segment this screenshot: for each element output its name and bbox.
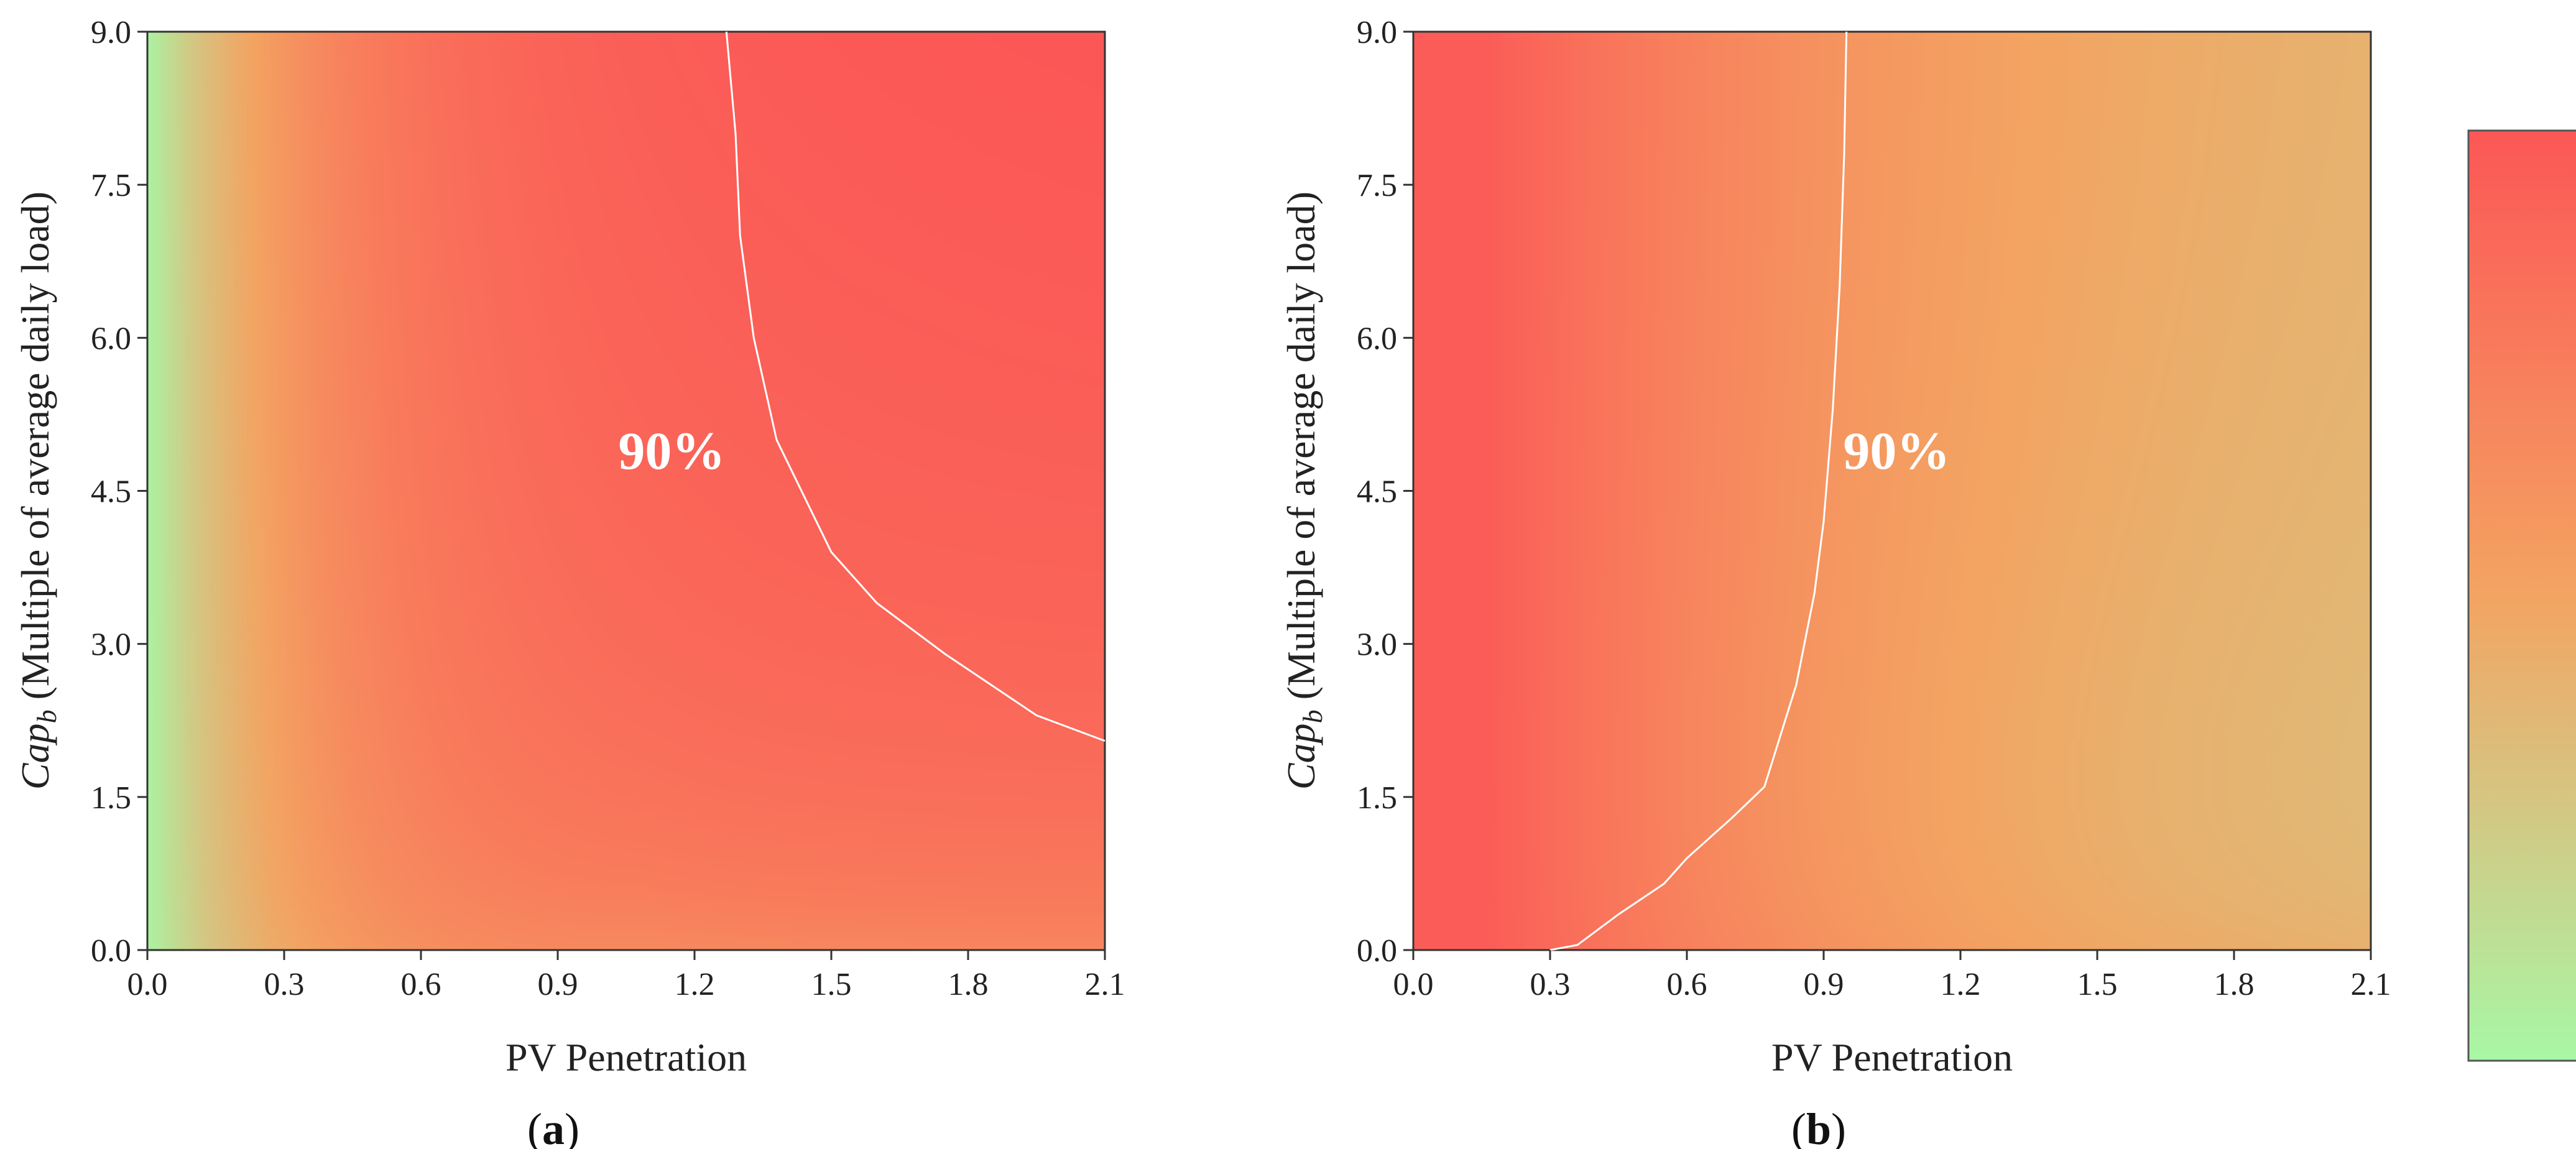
heatmap-a [147, 32, 1105, 950]
x-tick-label: 1.5 [2077, 967, 2118, 1002]
y-tick-label: 9.0 [91, 15, 131, 50]
y-axis-title-main-b: Cap [1279, 723, 1323, 790]
y-tick-label: 0.0 [91, 933, 131, 969]
x-tick-label: 1.2 [675, 967, 715, 1002]
x-tick-label: 0.9 [1804, 967, 1844, 1002]
panel-label-letter-a: a [542, 1104, 565, 1149]
heatmap-b [1413, 32, 2371, 950]
x-axis-b: 0.0 0.3 0.6 0.9 1.2 1.5 1.8 2.1 [1393, 950, 2391, 1002]
chart-panel-a: 90% 0.0 0.3 0.6 0.9 1.2 1.5 1.8 2.1 0.0 1.5 3.0 4.… [13, 15, 1125, 1149]
x-tick-label: 2.1 [1085, 967, 1125, 1002]
y-axis-title-main-a: Cap [13, 723, 57, 790]
panel-label-a: (a) [527, 1104, 579, 1149]
panel-label-letter-b: b [1806, 1104, 1831, 1149]
y-axis-title-sub-a: b [32, 709, 62, 723]
y-tick-label: 1.5 [1357, 780, 1397, 816]
y-tick-label: 7.5 [91, 168, 131, 203]
y-axis-a: 0.0 1.5 3.0 4.5 6.0 7.5 9.0 [91, 15, 147, 969]
contour-line-a [725, 31, 1106, 742]
x-tick-label: 2.1 [2351, 967, 2391, 1002]
y-tick-label: 4.5 [1357, 474, 1397, 510]
y-axis-title-rest-a: (Multiple of average daily load) [13, 192, 57, 709]
y-tick-label: 7.5 [1357, 168, 1397, 203]
x-tick-label: 0.0 [1393, 967, 1434, 1002]
y-tick-label: 6.0 [1357, 321, 1397, 356]
y-axis-title-rest-b: (Multiple of average daily load) [1279, 192, 1323, 709]
contour-line-b [1549, 31, 1848, 951]
x-tick-label: 0.9 [538, 967, 578, 1002]
y-tick-label: 6.0 [91, 321, 131, 356]
x-tick-label: 0.3 [1530, 967, 1571, 1002]
x-tick-label: 1.8 [2214, 967, 2255, 1002]
y-tick-label: 0.0 [1357, 933, 1397, 969]
y-axis-b: 0.0 1.5 3.0 4.5 6.0 7.5 9.0 [1357, 15, 1413, 969]
x-tick-label: 0.6 [401, 967, 441, 1002]
x-tick-label: 1.8 [948, 967, 989, 1002]
panel-label-b: (b) [1791, 1104, 1846, 1149]
x-axis-title-a: PV Penetration [506, 1035, 747, 1079]
contour-label-b: 90% [1843, 421, 1950, 481]
colorbar: 00.10.20.30.40.50.60.70.80.91 [2467, 129, 2576, 1062]
y-tick-label: 9.0 [1357, 15, 1397, 50]
y-axis-title-a: Capb (Multiple of average daily load) [13, 192, 62, 790]
y-tick-label: 3.0 [91, 627, 131, 663]
y-tick-label: 3.0 [1357, 627, 1397, 663]
colorbar-gradient [2467, 129, 2576, 1062]
y-tick-label: 4.5 [91, 474, 131, 510]
y-tick-label: 1.5 [91, 780, 131, 816]
chart-panel-b: 90% 0.0 0.3 0.6 0.9 1.2 1.5 1.8 2.1 0.0 1.5 3.0 4.… [1279, 15, 2391, 1149]
x-axis-title-b: PV Penetration [1771, 1035, 2013, 1079]
x-tick-label: 1.5 [811, 967, 852, 1002]
x-tick-label: 1.2 [1941, 967, 1981, 1002]
contour-label-a: 90% [618, 421, 725, 481]
y-axis-title-sub-b: b [1298, 709, 1328, 723]
x-tick-label: 0.6 [1667, 967, 1707, 1002]
x-tick-label: 0.3 [264, 967, 305, 1002]
y-axis-title-b: Capb (Multiple of average daily load) [1279, 192, 1328, 790]
x-axis-a: 0.0 0.3 0.6 0.9 1.2 1.5 1.8 2.1 [127, 950, 1125, 1002]
x-tick-label: 0.0 [127, 967, 168, 1002]
